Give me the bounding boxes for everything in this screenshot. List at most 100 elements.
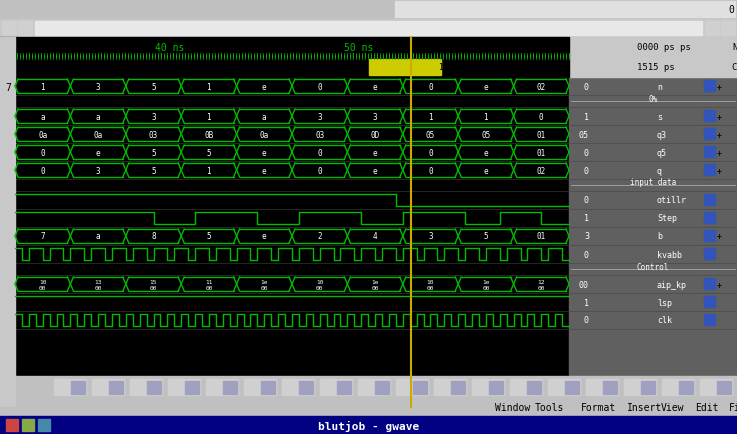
Bar	[569, 78, 737, 407]
Bar	[704, 147, 715, 158]
Bar	[282, 379, 314, 395]
Bar	[704, 129, 715, 140]
Text: 0: 0	[428, 148, 433, 157]
Bar	[337, 381, 351, 394]
Text: 5: 5	[151, 82, 156, 91]
Text: 15: 15	[150, 280, 157, 285]
Bar	[569, 58, 737, 78]
Text: e: e	[262, 232, 267, 241]
Text: +: +	[716, 112, 722, 121]
Bar	[130, 379, 162, 395]
Text: 7: 7	[41, 232, 45, 241]
Text: 0: 0	[318, 82, 322, 91]
Text: 0: 0	[584, 166, 589, 175]
Text: a: a	[41, 112, 45, 121]
Text: Tools: Tools	[535, 402, 565, 412]
Text: a: a	[262, 112, 267, 121]
Text: 00: 00	[371, 285, 379, 290]
Text: Edit: Edit	[695, 402, 719, 412]
Text: clk: clk	[657, 316, 672, 325]
Bar	[35, 22, 702, 36]
Bar	[0, 38, 569, 58]
Text: e: e	[262, 82, 267, 91]
Bar	[0, 0, 737, 20]
Text: 0D: 0D	[371, 130, 380, 139]
Text: 00: 00	[537, 285, 545, 290]
Bar	[0, 376, 737, 398]
Text: e: e	[483, 148, 488, 157]
Text: 03: 03	[149, 130, 158, 139]
Bar	[721, 22, 735, 36]
Text: lsp: lsp	[657, 298, 672, 307]
Text: 10: 10	[316, 280, 324, 285]
Text: 1: 1	[428, 112, 433, 121]
Text: 00: 00	[205, 285, 213, 290]
Text: kvabb: kvabb	[657, 250, 682, 259]
Bar	[705, 22, 719, 36]
Bar	[451, 381, 465, 394]
Text: 0a: 0a	[38, 130, 47, 139]
Text: 02: 02	[537, 82, 546, 91]
Text: 3: 3	[584, 232, 589, 241]
Bar	[510, 379, 542, 395]
Bar	[299, 381, 313, 394]
Bar	[704, 278, 715, 289]
Bar	[244, 379, 276, 395]
Text: 11: 11	[205, 280, 213, 285]
Bar	[2, 22, 16, 36]
Bar	[0, 20, 737, 38]
Text: 7: 7	[5, 83, 11, 93]
Text: +: +	[716, 232, 722, 241]
Bar	[369, 60, 441, 76]
Bar	[38, 419, 50, 431]
Text: 1: 1	[584, 112, 589, 121]
Bar	[704, 194, 715, 206]
Text: 10: 10	[427, 280, 434, 285]
Text: e: e	[96, 148, 100, 157]
Text: otillr: otillr	[657, 196, 687, 205]
Text: Step: Step	[657, 214, 677, 223]
Text: 0: 0	[428, 82, 433, 91]
Text: e: e	[483, 166, 488, 175]
Text: 0: 0	[584, 316, 589, 325]
Text: +: +	[716, 82, 722, 91]
Text: a: a	[96, 112, 100, 121]
Text: 1: 1	[206, 82, 212, 91]
Bar	[704, 164, 715, 176]
Text: 0: 0	[584, 196, 589, 205]
Bar	[717, 381, 731, 394]
Text: input data: input data	[630, 178, 676, 187]
Text: 0000 ps ps: 0000 ps ps	[637, 43, 691, 53]
Bar	[704, 81, 715, 92]
Text: 00: 00	[579, 280, 589, 289]
Text: View: View	[661, 402, 685, 412]
Text: 1: 1	[206, 112, 212, 121]
Bar	[624, 379, 656, 395]
Text: +: +	[716, 166, 722, 175]
Bar	[18, 22, 32, 36]
Bar	[569, 38, 737, 58]
Text: 1e: 1e	[482, 280, 489, 285]
Bar	[704, 248, 715, 260]
Text: 1: 1	[584, 298, 589, 307]
Text: q3: q3	[657, 130, 667, 139]
Bar	[223, 381, 237, 394]
Text: +: +	[716, 148, 722, 157]
Text: e: e	[262, 148, 267, 157]
Text: 0%: 0%	[649, 94, 657, 103]
Bar	[395, 2, 735, 18]
Text: 3: 3	[318, 112, 322, 121]
Bar	[71, 381, 85, 394]
Text: s: s	[657, 112, 662, 121]
Bar	[396, 379, 428, 395]
Text: 5: 5	[206, 148, 212, 157]
Text: 5: 5	[206, 232, 212, 241]
Text: 00: 00	[261, 285, 268, 290]
Text: 5: 5	[151, 148, 156, 157]
Text: 0a: 0a	[94, 130, 102, 139]
Text: 0 ps to 2450812 ps: 0 ps to 2450812 ps	[729, 5, 737, 15]
Text: 0: 0	[41, 166, 45, 175]
Text: 0: 0	[41, 148, 45, 157]
Text: 0a: 0a	[259, 130, 269, 139]
Text: blutjob - gwave: blutjob - gwave	[318, 420, 419, 431]
